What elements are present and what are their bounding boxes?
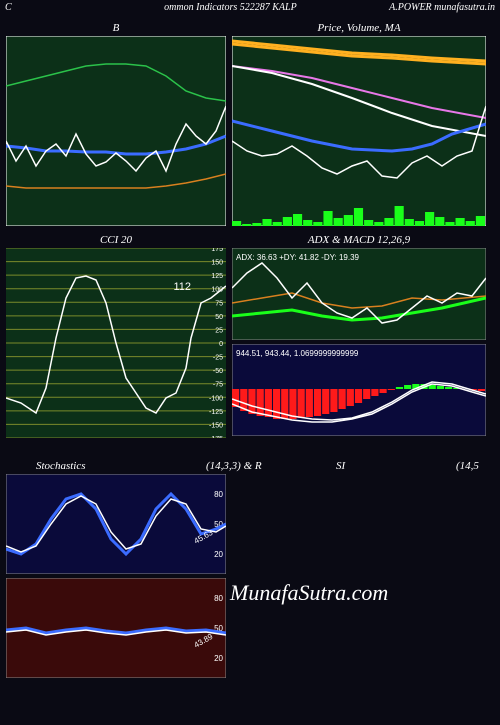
ma-chart	[232, 36, 486, 226]
header-right: A.POWER munafasutra.in	[389, 2, 495, 18]
svg-text:125: 125	[211, 273, 223, 280]
svg-text:50: 50	[215, 314, 223, 321]
svg-text:80: 80	[214, 594, 223, 603]
svg-text:944.51, 943.44, 1.0699999999: 944.51, 943.44, 1.0699999999999	[236, 349, 359, 358]
svg-text:75: 75	[215, 300, 223, 307]
macd-chart: 944.51, 943.44, 1.0699999999999	[232, 344, 486, 436]
cci-title: CCI 20	[6, 232, 226, 248]
row-3: Stochastics (14,3,3) & R SI (14,5 805020…	[0, 458, 500, 678]
svg-text:0: 0	[219, 341, 223, 348]
svg-text:25: 25	[215, 327, 223, 334]
row-2: CCI 20 -175 -150 -125 -100 -75 -50 -25 0 25 50 75 1…	[0, 232, 500, 438]
ma-title: Price, Volume, MA	[232, 20, 486, 36]
svg-text:-125: -125	[209, 409, 223, 416]
bb-chart	[6, 36, 226, 226]
svg-text:-100: -100	[209, 395, 223, 402]
svg-text:-150: -150	[209, 422, 223, 429]
cci-chart: -175-150-125-100-75-50-25025507510012515…	[6, 248, 226, 438]
stoch-title-center: (14,3,3) & R	[206, 458, 262, 474]
svg-text:80: 80	[214, 490, 223, 499]
svg-text:-50: -50	[213, 368, 223, 375]
stoch-title-left: Stochastics	[36, 460, 86, 472]
watermark: MunafaSutra.com	[230, 580, 388, 606]
adx-panel: ADX & MACD 12,26,9 ADX: 36.63 +DY: 41.82…	[232, 232, 486, 438]
row-1: B Price, Volume, MA	[0, 20, 500, 226]
adx-title: ADX & MACD 12,26,9	[232, 232, 486, 248]
stoch-title-far: (14,5	[456, 458, 479, 474]
stoch-title-right: SI	[336, 458, 345, 474]
svg-text:150: 150	[211, 260, 223, 267]
page-header: C ommon Indicators 522287 KALP A.POWER m…	[0, 0, 500, 20]
svg-text:-175: -175	[209, 436, 223, 438]
bb-title: B	[6, 20, 226, 36]
svg-text:175: 175	[211, 248, 223, 253]
svg-text:-25: -25	[213, 355, 223, 362]
svg-text:20: 20	[214, 654, 223, 663]
header-center: ommon Indicators 522287 KALP	[72, 2, 390, 18]
svg-text:ADX: 36.63 +DY: 41.82 -DY: 19.: ADX: 36.63 +DY: 41.82 -DY: 19.39	[236, 253, 360, 262]
rsi-chart: 80502043.89	[6, 578, 226, 678]
cci-panel: CCI 20 -175 -150 -125 -100 -75 -50 -25 0 25 50 75 1…	[6, 232, 226, 438]
header-left: C	[5, 2, 12, 18]
svg-text:-75: -75	[213, 382, 223, 389]
stoch-panel: Stochastics (14,3,3) & R SI (14,5 805020…	[6, 458, 226, 678]
stoch-title-row: Stochastics (14,3,3) & R SI (14,5	[6, 458, 494, 474]
bb-panel: B	[6, 20, 226, 226]
svg-text:112: 112	[173, 281, 191, 293]
adx-chart: ADX: 36.63 +DY: 41.82 -DY: 19.39	[232, 248, 486, 340]
stoch-chart: 80502045.63	[6, 474, 226, 574]
svg-text:20: 20	[214, 550, 223, 559]
ma-panel: Price, Volume, MA	[232, 20, 486, 226]
